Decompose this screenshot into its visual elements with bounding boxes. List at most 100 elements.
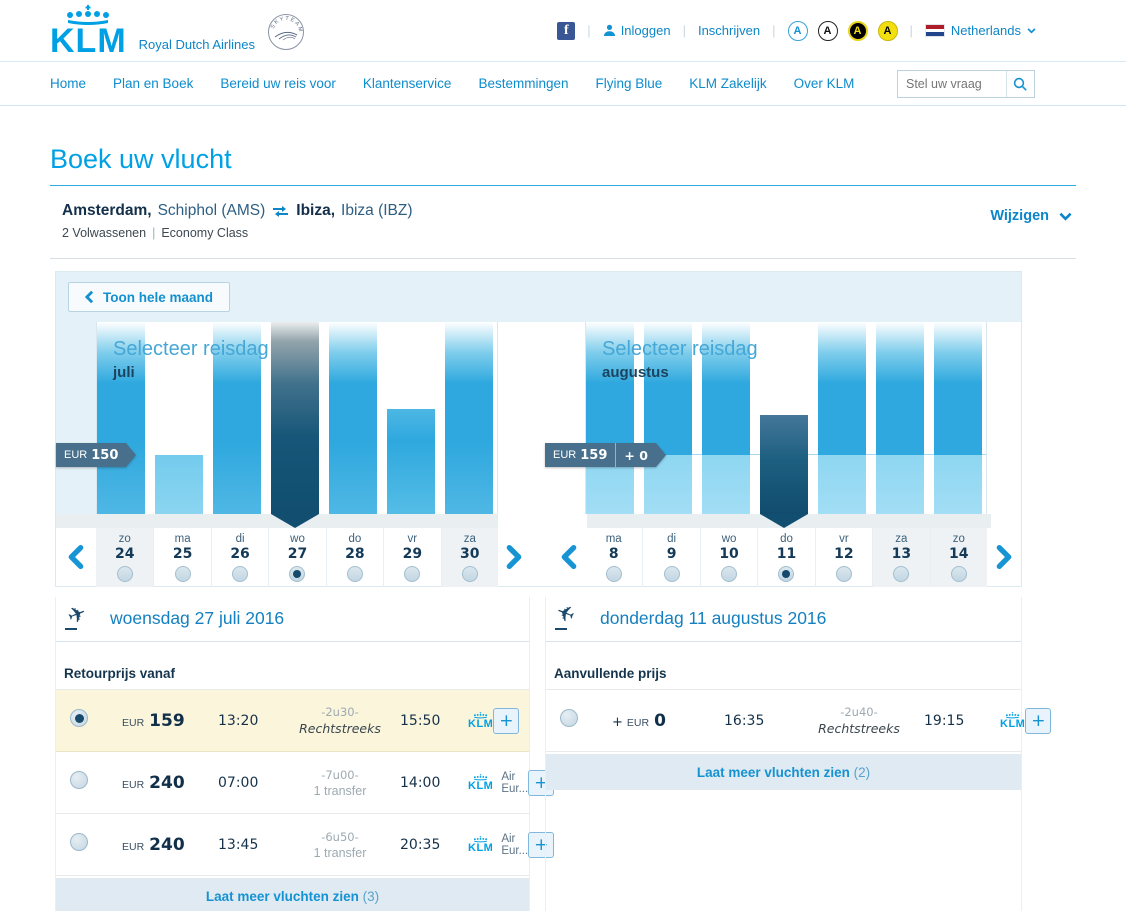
inbound-next-week-button[interactable] — [996, 545, 1012, 569]
flight-stops: Rechtstreeks — [818, 721, 900, 736]
klm-carrier-logo: KLM — [468, 835, 493, 854]
outbound-flight-row-2[interactable]: EUR 240 07:00 -7u00- 1 transfer 14:00 KLM … — [56, 752, 555, 814]
price-bar-outbound-day-30[interactable] — [445, 322, 493, 514]
day-cell-outbound-vr-29[interactable]: vr 29 — [383, 528, 440, 587]
register-link[interactable]: Inschrijven — [697, 23, 761, 38]
nav-over-klm[interactable]: Over KLM — [793, 76, 855, 91]
outbound-flight-row-3[interactable]: EUR 240 13:45 -6u50- 1 transfer 20:35 KLM … — [56, 814, 555, 876]
price-charts: Selecteer reisdag juli EUR 150 Selecteer … — [56, 322, 1021, 528]
change-search-button[interactable]: Wijzigen — [990, 208, 1072, 224]
klm-carrier-logo: KLM — [1000, 711, 1025, 730]
outbound-show-more-flights-button[interactable]: Laat meer vluchten zien (3) — [56, 878, 529, 911]
day-cell-inbound-vr-12[interactable]: vr 12 — [814, 528, 872, 587]
nav-flying-blue[interactable]: Flying Blue — [595, 76, 663, 91]
logo-area[interactable]: KLM Royal Dutch Airlines SKYTEAM — [50, 5, 305, 58]
price-bar-outbound-day-26[interactable] — [213, 322, 261, 514]
day-radio[interactable] — [663, 566, 680, 582]
nav-klantenservice[interactable]: Klantenservice — [362, 76, 452, 91]
price-bar-outbound-day-25[interactable] — [155, 455, 203, 514]
nav-home[interactable]: Home — [50, 76, 87, 91]
expand-flight-button[interactable]: + — [1025, 707, 1052, 734]
inbound-flights-panel: ✈ donderdag 11 augustus 2016 Aanvullende… — [545, 597, 1052, 911]
cabin-class: Economy Class — [161, 226, 249, 240]
search-button[interactable] — [1006, 71, 1034, 97]
day-radio-selected[interactable] — [778, 566, 795, 582]
day-radio[interactable] — [404, 566, 421, 582]
show-full-month-button[interactable]: Toon hele maand — [68, 282, 231, 312]
day-radio[interactable] — [116, 566, 133, 582]
klm-carrier-logo: KLM — [468, 773, 493, 792]
flight-radio[interactable] — [70, 833, 88, 851]
price-bar-inbound-day-13[interactable] — [876, 322, 924, 514]
price-bar-inbound-day-8[interactable] — [586, 322, 634, 514]
price-bar-inbound-day-9[interactable] — [644, 322, 692, 514]
day-cell-outbound-do-28[interactable]: do 28 — [325, 528, 383, 587]
price-bar-outbound-day-29[interactable] — [387, 409, 435, 514]
outbound-previous-week-button[interactable] — [68, 545, 84, 569]
day-cell-inbound-zo-14[interactable]: zo 14 — [929, 528, 987, 587]
day-of-week: vr — [839, 533, 849, 545]
outbound-next-week-button[interactable] — [506, 545, 522, 569]
expand-flight-button[interactable]: + — [493, 707, 520, 734]
day-number: 13 — [891, 546, 912, 562]
day-of-week: ma — [174, 533, 191, 545]
day-number: 29 — [402, 546, 423, 562]
day-cell-outbound-di-26[interactable]: di 26 — [210, 528, 268, 587]
day-radio[interactable] — [232, 566, 249, 582]
departure-time: 16:35 — [724, 712, 765, 729]
inbound-previous-week-button[interactable] — [561, 545, 577, 569]
calendar-toolbar: Toon hele maand — [56, 272, 1021, 322]
price-bar-inbound-day-12[interactable] — [818, 322, 866, 514]
language-selector[interactable]: Netherlands — [924, 23, 1036, 38]
inbound-flight-row-1[interactable]: + EUR 0 16:35 -2u40- Rechtstreeks 19:15 KLM… — [546, 690, 1052, 752]
nav-bestemmingen[interactable]: Bestemmingen — [478, 76, 569, 91]
show-full-month-label: Toon hele maand — [103, 289, 214, 305]
flight-radio[interactable] — [70, 771, 88, 789]
day-cell-inbound-za-13[interactable]: za 13 — [872, 528, 930, 587]
day-radio[interactable] — [835, 566, 852, 582]
day-radio[interactable] — [605, 566, 622, 582]
search-input[interactable] — [898, 77, 1006, 91]
price-bar-outbound-day-28[interactable] — [329, 322, 377, 514]
day-cell-outbound-wo-27[interactable]: wo 27 — [268, 528, 325, 587]
font-size-small-button[interactable]: A — [787, 20, 808, 41]
day-cell-inbound-di-9[interactable]: di 9 — [642, 528, 699, 587]
flight-radio[interactable] — [560, 709, 578, 727]
outbound-flight-row-1[interactable]: EUR 159 13:20 -2u30- Rechtstreeks 15:50 KL… — [56, 690, 529, 752]
high-contrast-button[interactable]: A — [847, 20, 868, 41]
day-of-week: wo — [290, 533, 305, 545]
nav-plan-en-boek[interactable]: Plan en Boek — [113, 76, 194, 91]
price-bar-inbound-day-10[interactable] — [702, 322, 750, 514]
login-link[interactable]: Inloggen — [603, 23, 671, 38]
flight-radio-selected[interactable] — [70, 709, 88, 727]
nav-bereid-uw-reis[interactable]: Bereid uw reis voor — [220, 76, 336, 91]
day-of-week: zo — [118, 533, 131, 545]
day-cell-outbound-ma-25[interactable]: ma 25 — [153, 528, 210, 587]
flight-duration: -7u00- — [321, 767, 359, 782]
day-cell-inbound-wo-10[interactable]: wo 10 — [699, 528, 757, 587]
nav-klm-zakelijk[interactable]: KLM Zakelijk — [689, 76, 767, 91]
font-size-medium-button[interactable]: A — [817, 20, 838, 41]
day-cell-outbound-zo-24[interactable]: zo 24 — [96, 528, 154, 587]
expand-flight-button[interactable]: + — [528, 831, 555, 858]
day-radio-selected[interactable] — [289, 566, 306, 582]
day-cell-inbound-do-11[interactable]: do 11 — [757, 528, 814, 587]
day-radio[interactable] — [346, 566, 363, 582]
yellow-contrast-button[interactable]: A — [877, 20, 898, 41]
price-bar-inbound-day-11[interactable] — [760, 415, 808, 514]
inbound-show-more-flights-button[interactable]: Laat meer vluchten zien (2) — [546, 754, 1021, 790]
day-radio[interactable] — [721, 566, 738, 582]
day-radio[interactable] — [461, 566, 478, 582]
flight-duration: -2u30- — [321, 705, 359, 719]
price-bar-inbound-day-14[interactable] — [934, 322, 982, 514]
price-bar-outbound-day-24[interactable] — [97, 322, 145, 514]
day-cell-outbound-za-30[interactable]: za 30 — [440, 528, 498, 587]
tag-amount: 159 — [580, 447, 608, 463]
day-cell-inbound-ma-8[interactable]: ma 8 — [585, 528, 642, 587]
facebook-icon[interactable]: f — [557, 21, 576, 40]
price-bar-outbound-day-27[interactable] — [271, 322, 319, 514]
day-radio[interactable] — [950, 566, 967, 582]
day-radio[interactable] — [174, 566, 191, 582]
day-radio[interactable] — [893, 566, 910, 582]
price-prefix: + — [612, 714, 623, 730]
